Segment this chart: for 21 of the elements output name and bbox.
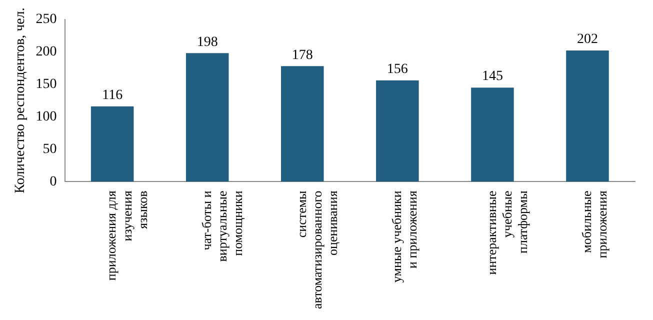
x-tick-label: интерактивные учебные платформы — [484, 190, 530, 275]
y-tick-label: 0 — [50, 174, 57, 190]
bar — [376, 80, 419, 182]
y-tick-label: 150 — [36, 76, 57, 92]
bar — [281, 66, 324, 182]
bar — [186, 53, 229, 182]
x-tick-label: приложения для изучения языков — [104, 190, 150, 281]
data-label: 116 — [102, 88, 123, 104]
bar — [471, 88, 514, 182]
bar — [566, 50, 609, 182]
bar — [90, 106, 134, 182]
y-tick-label: 50 — [42, 142, 57, 157]
data-label: 178 — [292, 48, 313, 63]
y-tick-label: 250 — [36, 12, 57, 28]
y-axis-title: Количество респондентов, чел. — [13, 8, 28, 194]
data-label: 202 — [576, 32, 598, 48]
data-label: 156 — [386, 62, 408, 78]
data-label: 145 — [482, 69, 503, 84]
y-tick-label: 200 — [36, 44, 57, 60]
data-label: 198 — [196, 34, 218, 50]
y-tick-label: 100 — [36, 109, 57, 124]
